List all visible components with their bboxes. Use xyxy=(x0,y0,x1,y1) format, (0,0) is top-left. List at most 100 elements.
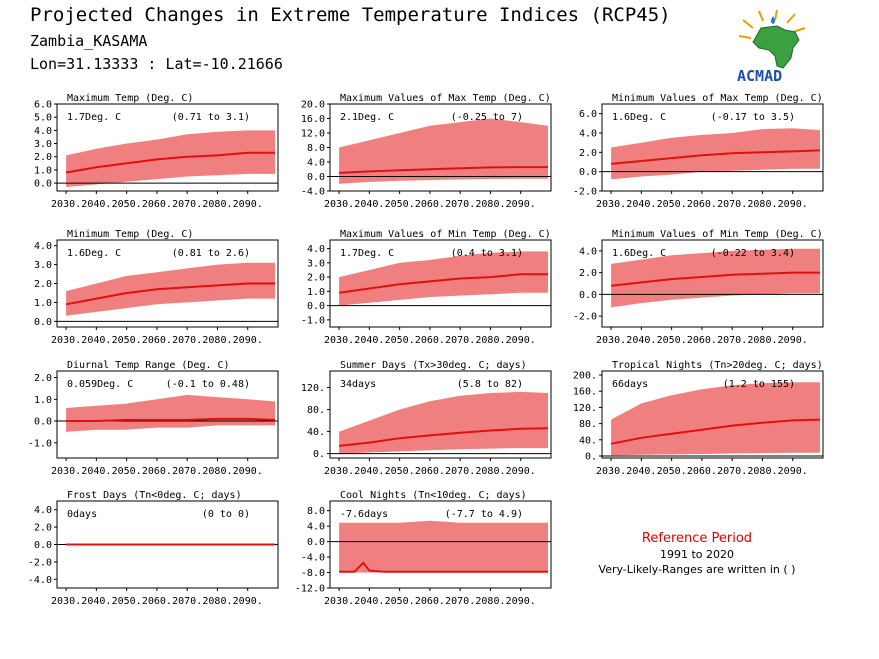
y-tick-label: 0.0 xyxy=(34,317,52,328)
y-tick-label: 6.0 xyxy=(579,109,597,120)
chart-title: Minimum Temp (Deg. C) xyxy=(67,229,193,240)
x-tick-label: 2090. xyxy=(506,199,536,210)
x-tick-label: 2030. xyxy=(324,335,354,346)
x-tick-label: 2060. xyxy=(415,199,445,210)
y-tick-label: 0.0 xyxy=(34,179,52,190)
x-tick-label: 2080. xyxy=(475,466,505,477)
y-tick-label: 0.0 xyxy=(579,290,597,301)
y-tick-label: -4.0 xyxy=(28,575,52,586)
y-tick-label: 0.0 xyxy=(34,417,52,428)
x-tick-label: 2050. xyxy=(112,596,142,607)
x-tick-label: 2070. xyxy=(445,466,475,477)
range-label: (0.71 to 3.1) xyxy=(172,112,250,123)
chart-title: Maximum Values of Min Temp (Deg. C) xyxy=(340,229,551,240)
plot-frame xyxy=(56,103,279,192)
x-tick-label: 2040. xyxy=(354,199,384,210)
mean-change-label: 1.6Deg. C xyxy=(612,112,666,123)
y-tick-label: 1.0 xyxy=(34,298,52,309)
x-tick-label: 2030. xyxy=(51,199,81,210)
y-tick-label: -1.0 xyxy=(301,315,325,326)
x-tick-label: 2030. xyxy=(324,596,354,607)
y-tick-label: 0. xyxy=(313,449,325,460)
x-tick-label: 2070. xyxy=(172,199,202,210)
mean-change-label: 1.7Deg. C xyxy=(340,248,394,259)
x-tick-label: 2080. xyxy=(747,199,777,210)
x-tick-label: 2050. xyxy=(112,199,142,210)
x-tick-label: 2090. xyxy=(506,335,536,346)
x-tick-label: 2070. xyxy=(172,466,202,477)
y-tick-label: -4.0 xyxy=(301,553,325,564)
x-tick-label: 2060. xyxy=(687,466,717,477)
mean-change-label: 66days xyxy=(612,379,648,390)
y-tick-label: 6.0 xyxy=(34,100,52,111)
x-tick-label: 2070. xyxy=(717,199,747,210)
x-tick-label: 2080. xyxy=(202,199,232,210)
y-tick-label: 2.0 xyxy=(579,268,597,279)
chart-title: Cool Nights (Tn<10deg. C; days) xyxy=(340,490,527,501)
africa-map-icon: ACMAD xyxy=(737,9,806,85)
acmad-logo: ACMAD xyxy=(733,8,823,86)
x-tick-label: 2050. xyxy=(657,466,687,477)
x-tick-label: 2070. xyxy=(445,199,475,210)
y-tick-label: -1.0 xyxy=(28,438,52,449)
chart-panel: 4.0 2.0 0.0 -2.0 -4.0 2030. 2040. 2050. 2060. 207… xyxy=(28,490,279,607)
y-tick-label: 20.0 xyxy=(301,100,325,111)
x-tick-label: 2060. xyxy=(415,335,445,346)
x-tick-label: 2040. xyxy=(626,335,656,346)
coordinates-label: Lon=31.13333 : Lat=-10.21666 xyxy=(30,55,283,73)
x-tick-label: 2050. xyxy=(385,199,415,210)
x-tick-label: 2050. xyxy=(385,335,415,346)
median-line xyxy=(610,271,820,287)
x-tick-label: 2090. xyxy=(506,596,536,607)
x-tick-label: 2050. xyxy=(112,335,142,346)
range-band xyxy=(66,394,275,432)
y-tick-label: 40. xyxy=(579,435,597,446)
median-line xyxy=(611,149,821,165)
mean-change-label: 0.059Deg. C xyxy=(67,379,133,390)
x-tick-label: 2060. xyxy=(687,199,717,210)
x-tick-label: 2060. xyxy=(687,335,717,346)
y-tick-label: 120. xyxy=(301,383,325,394)
x-tick-label: 2080. xyxy=(747,466,777,477)
y-tick-label: 4.0 xyxy=(34,505,52,516)
x-tick-label: 2060. xyxy=(142,335,172,346)
x-tick-label: 2060. xyxy=(415,466,445,477)
y-tick-label: 2.0 xyxy=(307,273,325,284)
x-tick-label: 2080. xyxy=(202,596,232,607)
location-label: Zambia_KASAMA xyxy=(30,32,148,50)
y-tick-label: 3.0 xyxy=(34,139,52,150)
median-line xyxy=(339,561,548,573)
range-band xyxy=(339,118,548,184)
y-tick-label: -12.0 xyxy=(295,584,325,595)
y-tick-label: 16.0 xyxy=(301,114,325,125)
chart-panel: 4.0 3.0 2.0 1.0 0.0 2030. 2040. 2050. 2060. 2070.… xyxy=(34,229,279,346)
y-tick-label: 200. xyxy=(573,371,597,382)
x-tick-label: 2030. xyxy=(596,199,626,210)
y-tick-label: 4.0 xyxy=(579,129,597,140)
chart-title: Maximum Values of Max Temp (Deg. C) xyxy=(340,93,551,104)
y-tick-label: 40. xyxy=(307,427,325,438)
median-line xyxy=(65,282,275,306)
mean-change-label: 2.1Deg. C xyxy=(340,112,394,123)
x-tick-label: 2050. xyxy=(657,335,687,346)
range-band xyxy=(611,248,820,308)
x-tick-label: 2030. xyxy=(51,335,81,346)
y-tick-label: 2.0 xyxy=(579,148,597,159)
y-tick-label: 4.0 xyxy=(34,241,52,252)
mean-change-label: 34days xyxy=(340,379,376,390)
reference-note: Reference Period 1991 to 2020 Very-Likel… xyxy=(586,531,808,576)
chart-title: Tropical Nights (Tn>20deg. C; days) xyxy=(612,360,823,371)
y-tick-label: 4.0 xyxy=(579,246,597,257)
x-tick-label: 2040. xyxy=(81,199,111,210)
y-tick-label: -4.0 xyxy=(301,187,325,198)
y-tick-label: 0.0 xyxy=(307,172,325,183)
x-tick-label: 2080. xyxy=(202,466,232,477)
reference-period-title: Reference Period xyxy=(641,531,753,546)
y-tick-label: 0. xyxy=(585,451,597,462)
x-tick-label: 2050. xyxy=(657,199,687,210)
y-tick-label: 4.0 xyxy=(307,244,325,255)
x-tick-label: 2090. xyxy=(233,466,263,477)
